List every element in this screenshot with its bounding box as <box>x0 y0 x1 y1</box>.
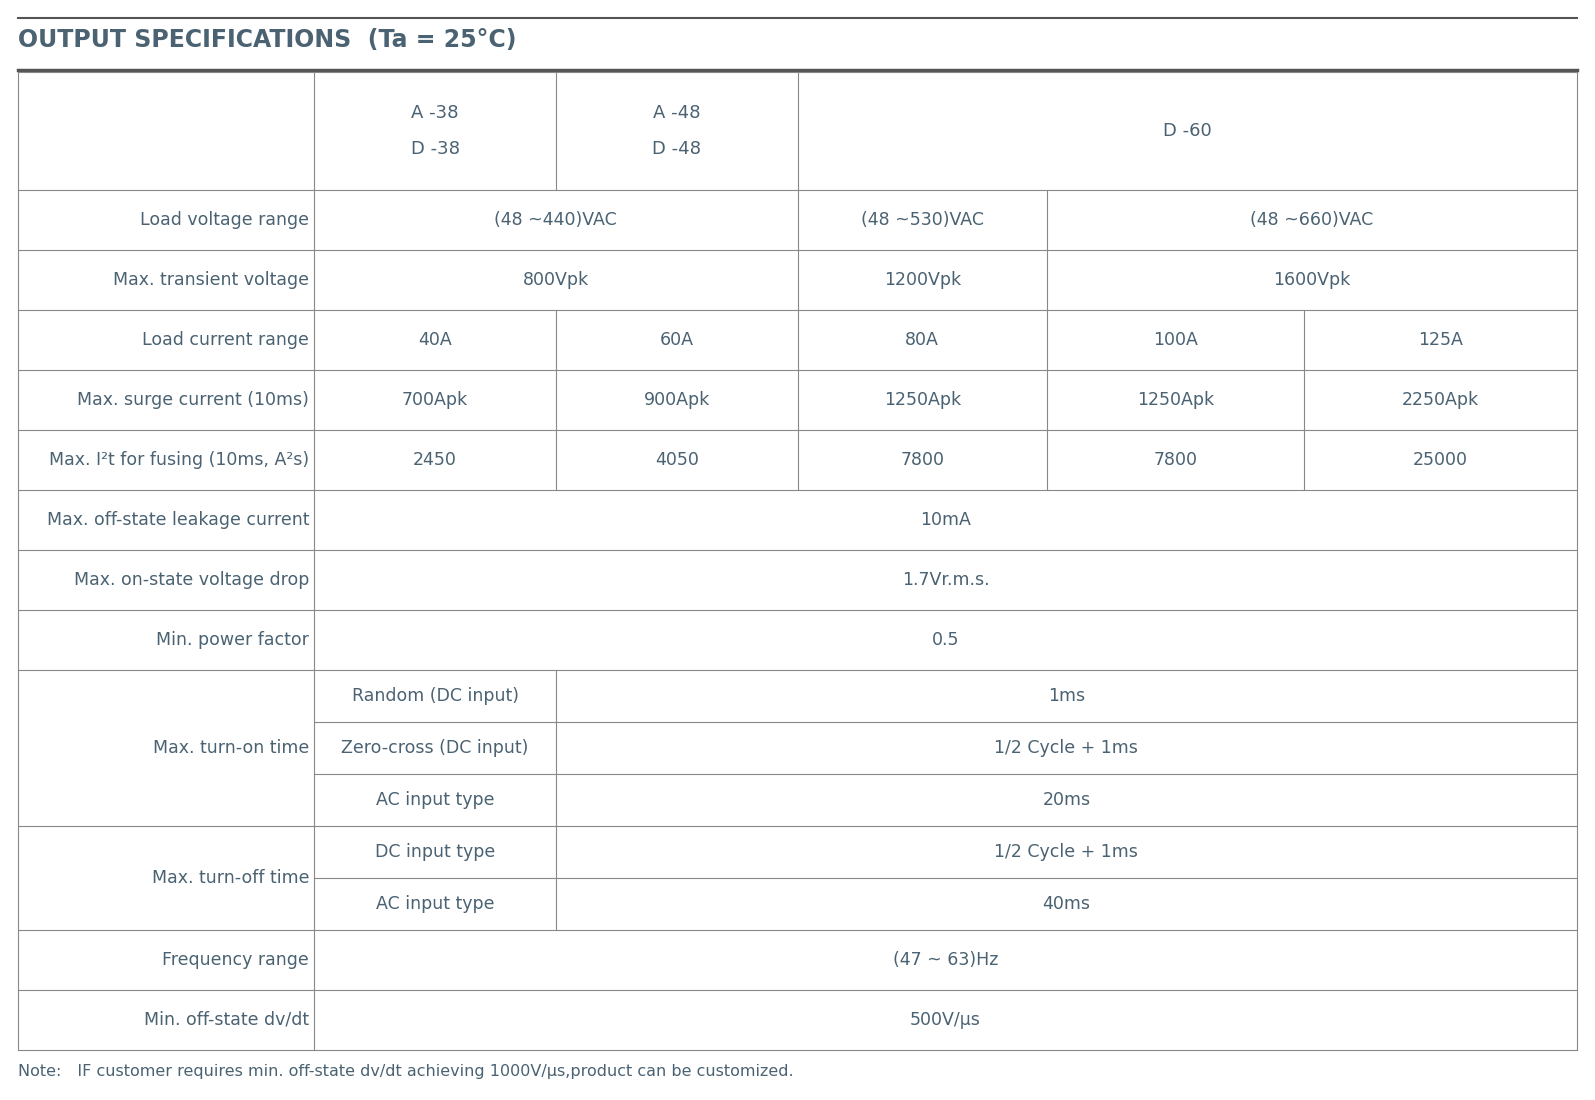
Text: 7800: 7800 <box>1153 451 1198 469</box>
Text: 1/2 Cycle + 1ms: 1/2 Cycle + 1ms <box>995 739 1139 757</box>
Text: 125A: 125A <box>1418 331 1463 349</box>
Text: Max. turn-off time: Max. turn-off time <box>152 869 309 887</box>
Text: Max. off-state leakage current: Max. off-state leakage current <box>46 512 309 529</box>
Text: 10mA: 10mA <box>920 512 971 529</box>
Text: Min. off-state dv/dt: Min. off-state dv/dt <box>144 1011 309 1028</box>
Text: (48 ~660)VAC: (48 ~660)VAC <box>1250 211 1373 229</box>
Text: Max. surge current (10ms): Max. surge current (10ms) <box>77 390 309 409</box>
Text: 1200Vpk: 1200Vpk <box>884 271 960 289</box>
Text: AC input type: AC input type <box>376 791 494 808</box>
Text: AC input type: AC input type <box>376 895 494 913</box>
Text: A -48: A -48 <box>652 104 700 122</box>
Text: 25000: 25000 <box>1413 451 1467 469</box>
Text: OUTPUT SPECIFICATIONS  (Ta = 25°C): OUTPUT SPECIFICATIONS (Ta = 25°C) <box>18 28 517 52</box>
Text: 0.5: 0.5 <box>931 631 959 649</box>
Text: 100A: 100A <box>1153 331 1198 349</box>
Text: 1ms: 1ms <box>1048 688 1085 705</box>
Text: 500V/μs: 500V/μs <box>911 1011 981 1028</box>
Text: D -38: D -38 <box>410 140 459 158</box>
Text: 1600Vpk: 1600Vpk <box>1273 271 1351 289</box>
Text: Min. power factor: Min. power factor <box>156 631 309 649</box>
Text: 40ms: 40ms <box>1043 895 1091 913</box>
Text: Max. on-state voltage drop: Max. on-state voltage drop <box>73 571 309 588</box>
Text: 900Apk: 900Apk <box>643 390 710 409</box>
Text: Zero-cross (DC input): Zero-cross (DC input) <box>341 739 528 757</box>
Text: D -60: D -60 <box>1163 122 1212 140</box>
Text: 2250Apk: 2250Apk <box>1402 390 1479 409</box>
Text: (48 ~440)VAC: (48 ~440)VAC <box>494 211 617 229</box>
Text: 40A: 40A <box>418 331 451 349</box>
Text: 1/2 Cycle + 1ms: 1/2 Cycle + 1ms <box>995 843 1139 861</box>
Text: 1250Apk: 1250Apk <box>1137 390 1214 409</box>
Text: Frequency range: Frequency range <box>163 952 309 969</box>
Text: Max. transient voltage: Max. transient voltage <box>113 271 309 289</box>
Text: 4050: 4050 <box>654 451 699 469</box>
Text: Max. I²t for fusing (10ms, A²s): Max. I²t for fusing (10ms, A²s) <box>49 451 309 469</box>
Text: 1250Apk: 1250Apk <box>884 390 960 409</box>
Text: 80A: 80A <box>906 331 939 349</box>
Text: Note: IF customer requires min. off-state dv/dt achieving 1000V/μs,product can b: Note: IF customer requires min. off-stat… <box>18 1064 794 1079</box>
Text: (47 ~ 63)Hz: (47 ~ 63)Hz <box>893 952 998 969</box>
Text: Load voltage range: Load voltage range <box>140 211 309 229</box>
Text: 20ms: 20ms <box>1043 791 1091 808</box>
Text: DC input type: DC input type <box>375 843 494 861</box>
Text: 700Apk: 700Apk <box>402 390 467 409</box>
Text: D -48: D -48 <box>652 140 702 158</box>
Text: Load current range: Load current range <box>142 331 309 349</box>
Text: 2450: 2450 <box>413 451 458 469</box>
Text: 1.7Vr.m.s.: 1.7Vr.m.s. <box>901 571 989 588</box>
Text: 60A: 60A <box>660 331 694 349</box>
Text: Random (DC input): Random (DC input) <box>351 688 518 705</box>
Text: 800Vpk: 800Vpk <box>523 271 589 289</box>
Text: Max. turn-on time: Max. turn-on time <box>153 739 309 757</box>
Text: 7800: 7800 <box>900 451 944 469</box>
Text: (48 ~530)VAC: (48 ~530)VAC <box>861 211 984 229</box>
Text: A -38: A -38 <box>412 104 459 122</box>
